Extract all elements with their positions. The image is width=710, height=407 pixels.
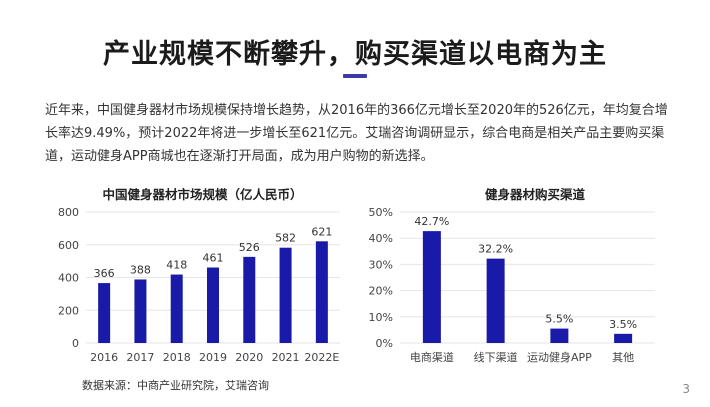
data-label: 418 [166, 259, 187, 272]
data-label: 32.2% [478, 243, 513, 256]
y-tick-label: 0 [72, 337, 79, 350]
x-tick-label: 2022E [304, 351, 339, 364]
bar [550, 328, 569, 343]
x-tick-label: 运动健身APP [527, 350, 592, 364]
market-size-chart-title: 中国健身器材市场规模（亿人民币） [102, 187, 303, 202]
data-label: 3.5% [609, 318, 637, 331]
x-tick-label: 电商渠道 [410, 350, 454, 364]
data-label: 366 [94, 267, 115, 280]
y-tick-label: 400 [58, 272, 79, 285]
data-label: 388 [130, 263, 151, 276]
bar [98, 283, 111, 343]
x-tick-label: 2019 [199, 351, 227, 364]
y-tick-label: 800 [58, 206, 79, 219]
intro-paragraph: 近年来，中国健身器材市场规模保持增长趋势，从2016年的366亿元增长至2020… [45, 103, 668, 164]
data-label: 5.5% [545, 313, 573, 326]
page-title: 产业规模不断攀升，购买渠道以电商为主 [103, 39, 607, 70]
title-accent-bar [343, 74, 367, 78]
bar [422, 231, 441, 343]
data-source-note: 数据来源：中商产业研究院，艾瑞咨询 [82, 379, 269, 392]
page-number: 3 [682, 382, 690, 396]
x-tick-label: 2020 [235, 351, 263, 364]
y-tick-label: 600 [58, 239, 79, 252]
bar [243, 256, 256, 343]
purchase-channel-chart-title: 健身器材购买渠道 [484, 187, 585, 202]
bar [170, 274, 183, 343]
data-label: 621 [311, 225, 332, 238]
x-tick-label: 2021 [272, 351, 300, 364]
y-tick-label: 40% [369, 232, 393, 245]
x-tick-label: 线下渠道 [474, 350, 518, 364]
bar [486, 258, 505, 343]
bar [207, 267, 219, 343]
data-label: 461 [203, 252, 224, 265]
y-tick-label: 20% [369, 285, 393, 298]
x-tick-label: 2018 [163, 351, 191, 364]
data-label: 42.7% [414, 215, 449, 228]
market-size-bar-chart: 0 200 400 600 800 366 2016 388 2017 418 2018 461 201… [58, 206, 340, 364]
y-tick-label: 30% [369, 258, 393, 271]
bar [134, 279, 147, 343]
x-tick-label: 2017 [126, 351, 154, 364]
bar [315, 241, 328, 343]
x-tick-label: 其他 [612, 351, 634, 364]
y-tick-label: 50% [369, 206, 393, 219]
bar [279, 247, 292, 343]
purchase-channel-bar-chart: 0% 10% 20% 30% 40% 50% 42.7% 电商渠道 32.2% 线下渠道 5.5% 运… [369, 206, 655, 364]
data-label: 582 [275, 232, 296, 245]
data-label: 526 [239, 241, 260, 254]
x-tick-label: 2016 [90, 351, 118, 364]
y-tick-label: 200 [58, 304, 79, 317]
bar [614, 333, 633, 343]
y-tick-label: 10% [369, 311, 393, 324]
y-tick-label: 0% [376, 337, 393, 350]
